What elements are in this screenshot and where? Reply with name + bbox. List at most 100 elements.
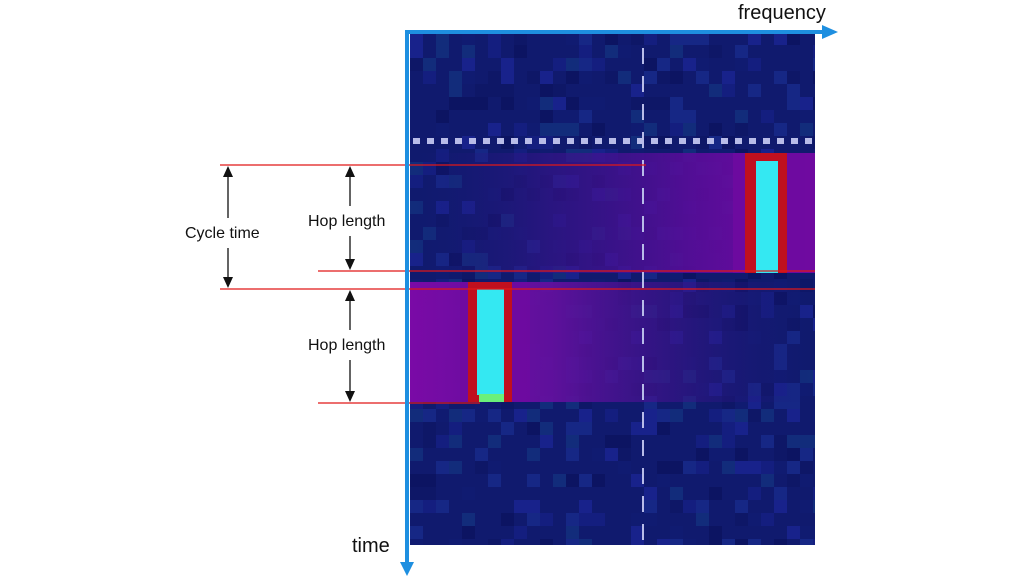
- noise-cell: [787, 526, 800, 539]
- noise-cell: [748, 461, 761, 474]
- noise-cell: [592, 123, 605, 136]
- noise-cell: [423, 71, 436, 84]
- noise-cell: [605, 448, 618, 461]
- noise-cell: [761, 474, 774, 487]
- noise-cell: [657, 97, 670, 110]
- noise-cell: [696, 500, 709, 513]
- noise-cell: [774, 500, 787, 513]
- noise-cell: [423, 487, 436, 500]
- noise-cell: [566, 474, 579, 487]
- noise-cell: [670, 526, 683, 539]
- noise-cell: [566, 539, 579, 545]
- hop-label-2-gap: [305, 330, 393, 360]
- noise-cell: [566, 123, 579, 136]
- noise-cell: [800, 461, 813, 474]
- cycle-time-arrow-head-top: [223, 166, 233, 177]
- noise-cell: [527, 422, 540, 435]
- noise-cell: [436, 435, 449, 448]
- noise-cell: [813, 58, 815, 71]
- noise-cell: [748, 84, 761, 97]
- noise-cell: [800, 500, 813, 513]
- noise-cell: [787, 409, 800, 422]
- noise-cell: [735, 461, 748, 474]
- noise-cell: [514, 45, 527, 58]
- noise-cell: [475, 448, 488, 461]
- noise-cell: [774, 32, 787, 45]
- noise-cell: [410, 500, 423, 513]
- noise-cell: [735, 45, 748, 58]
- noise-cell: [670, 110, 683, 123]
- noise-cell: [579, 409, 592, 422]
- noise-cell: [813, 526, 815, 539]
- noise-cell: [566, 526, 579, 539]
- noise-cell: [553, 110, 566, 123]
- noise-cell: [553, 474, 566, 487]
- hop-length-arrow-2-head-bottom: [345, 391, 355, 402]
- noise-cell: [501, 71, 514, 84]
- noise-cell: [410, 448, 423, 461]
- noise-cell: [436, 409, 449, 422]
- frequency-axis-arrow: [822, 25, 838, 39]
- noise-cell: [462, 58, 475, 71]
- noise-cell: [722, 539, 735, 545]
- noise-cell: [774, 123, 787, 136]
- noise-cell: [449, 409, 462, 422]
- noise-cell: [787, 97, 800, 110]
- noise-cell: [683, 500, 696, 513]
- noise-cell: [436, 110, 449, 123]
- noise-cell: [748, 487, 761, 500]
- noise-cell: [449, 71, 462, 84]
- noise-cell: [709, 526, 722, 539]
- noise-cell: [813, 539, 815, 545]
- noise-cell: [670, 409, 683, 422]
- noise-cell: [631, 513, 644, 526]
- noise-cell: [631, 123, 644, 136]
- noise-cell: [605, 409, 618, 422]
- noise-cell: [631, 422, 644, 435]
- noise-cell: [475, 97, 488, 110]
- noise-cell: [618, 71, 631, 84]
- noise-cell: [813, 500, 815, 513]
- noise-cell: [761, 435, 774, 448]
- noise-cell: [488, 409, 501, 422]
- noise-cell: [696, 461, 709, 474]
- noise-cell: [410, 474, 423, 487]
- noise-cell: [592, 58, 605, 71]
- noise-cell: [774, 435, 787, 448]
- noise-cell: [813, 45, 815, 58]
- noise-cell: [800, 526, 813, 539]
- noise-cell: [566, 32, 579, 45]
- noise-cell: [514, 526, 527, 539]
- noise-cell: [696, 435, 709, 448]
- noise-cell: [631, 84, 644, 97]
- noise-cell: [540, 539, 553, 545]
- noise-cell: [644, 409, 657, 422]
- noise-cell: [748, 58, 761, 71]
- noise-cell: [527, 71, 540, 84]
- noise-cell: [696, 71, 709, 84]
- noise-cell: [774, 487, 787, 500]
- frequency-axis-label: frequency: [738, 2, 826, 24]
- noise-cell: [592, 474, 605, 487]
- noise-cell: [722, 435, 735, 448]
- noise-cell: [787, 448, 800, 461]
- noise-cell: [657, 461, 670, 474]
- cycle-time-arrow-head-bottom: [223, 277, 233, 288]
- noise-cell: [436, 500, 449, 513]
- noise-cell: [462, 45, 475, 58]
- noise-cell: [540, 71, 553, 84]
- noise-cell: [644, 58, 657, 71]
- noise-cell: [514, 32, 527, 45]
- noise-cell: [631, 539, 644, 545]
- noise-cell: [527, 500, 540, 513]
- noise-cell: [540, 422, 553, 435]
- noise-cell: [423, 409, 436, 422]
- noise-cell: [618, 45, 631, 58]
- noise-cell: [644, 32, 657, 45]
- noise-cell: [657, 539, 670, 545]
- noise-cell: [709, 435, 722, 448]
- noise-cell: [644, 422, 657, 435]
- noise-cell: [579, 513, 592, 526]
- hop-label-1-gap: [305, 206, 393, 236]
- noise-cell: [644, 500, 657, 513]
